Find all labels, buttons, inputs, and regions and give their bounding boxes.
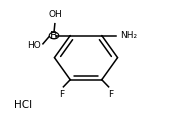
Text: HO: HO	[27, 41, 40, 50]
Text: NH₂: NH₂	[121, 31, 138, 40]
Text: OH: OH	[49, 10, 63, 19]
Text: HCl: HCl	[14, 100, 33, 110]
Text: B: B	[50, 31, 58, 41]
Text: F: F	[108, 90, 113, 99]
Text: F: F	[59, 90, 64, 99]
